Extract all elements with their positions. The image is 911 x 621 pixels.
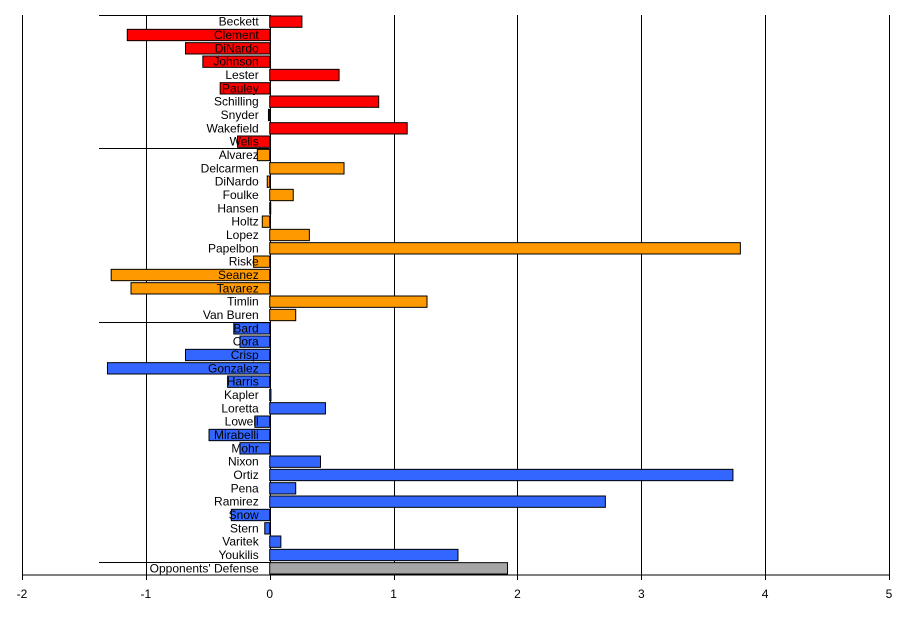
category-label: Wakefield [206, 121, 258, 135]
bar [230, 508, 271, 522]
category-label: Hansen [217, 201, 258, 215]
bar [269, 188, 294, 202]
x-axis-ticks: -2 -1 0 1 2 3 4 5 [17, 575, 893, 601]
bar [269, 242, 741, 255]
bar [269, 455, 321, 468]
category-label: Nixon [228, 455, 259, 469]
category-label: Tavarez [217, 281, 259, 295]
category-label: Clement [214, 28, 259, 42]
category-label: Youkilis [218, 548, 258, 562]
bar [269, 202, 272, 215]
category-label: Timlin [227, 295, 259, 309]
x-tick-label: -1 [141, 587, 152, 601]
category-label: Mirabelli [214, 428, 259, 442]
x-tick-label: 0 [266, 587, 273, 601]
bar [130, 282, 271, 295]
bar [239, 442, 271, 455]
category-label: Alvarez [219, 148, 259, 162]
bar [106, 362, 271, 375]
category-label: Foulke [223, 188, 259, 202]
bar [126, 28, 271, 42]
category-label: Gonzalez [208, 361, 259, 375]
bar [269, 295, 428, 308]
bars-group [106, 15, 741, 575]
category-label: Lester [225, 68, 258, 82]
bar [269, 548, 459, 562]
bar [269, 122, 408, 135]
category-label: Papelbon [208, 241, 259, 255]
category-label: DiNardo [215, 41, 259, 55]
gridlines [22, 15, 890, 575]
category-label: Beckett [219, 15, 260, 29]
bar [254, 415, 271, 428]
bar [269, 468, 734, 482]
category-label: Cora [233, 335, 259, 349]
category-label: Wells [230, 135, 259, 149]
category-label: Holtz [231, 215, 258, 229]
category-label: Schilling [214, 95, 259, 109]
category-label: Loretta [221, 401, 259, 415]
bar [269, 562, 509, 575]
category-label: Lopez [226, 228, 259, 242]
bar [264, 522, 271, 535]
bar [202, 55, 271, 68]
bar [269, 535, 282, 548]
category-label: Ortiz [233, 468, 258, 482]
bar [253, 255, 271, 268]
category-label: Delcarmen [201, 161, 259, 175]
category-label: Lowell [225, 415, 259, 429]
bar [269, 402, 326, 415]
bar [267, 108, 271, 122]
category-label: Seanez [218, 268, 259, 282]
category-label: Snow [229, 508, 259, 522]
bar [219, 82, 271, 95]
category-label: Riske [229, 255, 259, 269]
bar [269, 482, 297, 495]
bar [237, 135, 271, 148]
category-label: Varitek [222, 535, 259, 549]
bar [184, 348, 271, 362]
category-label: Mohr [231, 441, 258, 455]
category-label: Van Buren [203, 308, 259, 322]
category-label: DiNardo [215, 175, 259, 189]
bar [239, 335, 271, 348]
bar [269, 68, 340, 82]
bar [261, 215, 271, 228]
bar [269, 95, 380, 108]
bar [269, 162, 345, 175]
bar [256, 148, 271, 162]
bar [208, 428, 271, 442]
category-label: Johnson [213, 55, 258, 69]
bar [269, 15, 303, 28]
x-tick-label: 2 [514, 587, 521, 601]
bar [110, 268, 271, 282]
bar [269, 388, 272, 402]
bar [269, 495, 606, 508]
x-tick-label: 3 [638, 587, 645, 601]
group-separators [99, 15, 270, 563]
x-tick-label: 1 [390, 587, 397, 601]
category-label: Ramirez [214, 495, 259, 509]
x-tick-label: -2 [17, 587, 28, 601]
category-labels: BeckettClementDiNardoJohnsonLesterPauley… [150, 15, 260, 576]
category-label: Opponents' Defense [150, 561, 259, 575]
category-label: Harris [227, 375, 259, 389]
category-label: Kapler [224, 388, 259, 402]
x-tick-label: 5 [886, 587, 893, 601]
bar [269, 308, 297, 322]
category-label: Pauley [222, 81, 259, 95]
category-label: Pena [231, 481, 259, 495]
category-label: Snyder [221, 108, 259, 122]
category-label: Bard [233, 321, 258, 335]
category-label: Crisp [231, 348, 259, 362]
bar [266, 175, 271, 188]
bar [184, 42, 271, 55]
bar [227, 375, 271, 388]
x-tick-label: 4 [762, 587, 769, 601]
bar [269, 228, 310, 242]
category-label: Stern [230, 521, 259, 535]
